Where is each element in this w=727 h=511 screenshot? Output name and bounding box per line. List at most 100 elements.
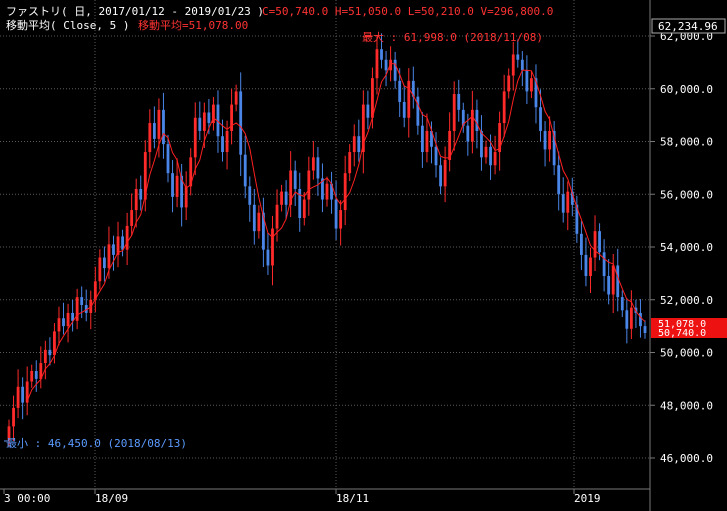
- candle-body: [243, 154, 247, 187]
- candle-body: [470, 109, 474, 142]
- candle-body: [175, 175, 179, 197]
- candle-body: [398, 80, 402, 102]
- candle-body: [166, 144, 170, 174]
- candle-body: [139, 188, 143, 200]
- candle-body: [93, 281, 97, 300]
- candle-body: [121, 236, 124, 250]
- candle-body: [66, 312, 70, 327]
- candle-body: [411, 80, 415, 97]
- candle-body: [230, 104, 234, 131]
- candle-body: [293, 170, 297, 189]
- candle-body: [484, 146, 488, 158]
- candle-body: [607, 276, 611, 295]
- candle-body: [152, 123, 156, 139]
- y-tick-label: 60,000.0: [660, 83, 713, 96]
- candle-body: [189, 157, 193, 187]
- candle-body: [193, 117, 197, 158]
- candle-body: [348, 152, 352, 174]
- max-annotation: 最大 : 61,998.0 (2018/11/08): [362, 30, 543, 44]
- candle-body: [629, 307, 633, 329]
- candle-body: [352, 136, 356, 153]
- ma-legend-value: 移動平均=51,078.00: [138, 18, 248, 32]
- ohlc-readout: C=50,740.0 H=51,050.0 L=50,210.0 V=296,8…: [262, 5, 553, 18]
- candle-body: [307, 170, 311, 200]
- candle-body: [339, 210, 343, 229]
- candle-body: [552, 130, 556, 166]
- candle-body: [602, 252, 606, 277]
- candle-body: [48, 349, 52, 356]
- candle-body: [502, 91, 506, 124]
- candle-body: [625, 310, 629, 329]
- candle-body: [416, 96, 420, 126]
- candle-body: [284, 191, 288, 205]
- candle-body: [325, 183, 329, 200]
- candle-body: [430, 130, 433, 147]
- candle-body: [311, 157, 315, 171]
- y-tick-label: 56,000.0: [660, 188, 713, 201]
- candle-body: [493, 152, 497, 166]
- y-tick-label: 54,000.0: [660, 241, 713, 254]
- candle-body: [525, 70, 529, 92]
- candle-body: [102, 257, 106, 269]
- candle-body: [543, 130, 547, 150]
- candle-body: [598, 231, 601, 253]
- y-tick-label: 58,000.0: [660, 136, 713, 149]
- candle-body: [393, 59, 397, 81]
- candle-body: [334, 199, 338, 229]
- candle-body: [557, 165, 561, 195]
- x-tick-label: 2019: [574, 492, 601, 505]
- candle-body: [202, 112, 206, 131]
- candle-body: [62, 318, 65, 327]
- candle-body: [380, 49, 383, 60]
- candle-body: [566, 191, 570, 213]
- price-boxes: 62,234.96 51,078.050,740.0: [651, 18, 727, 339]
- x-axis: 3 00:00 18/09 18/11 2019: [0, 488, 650, 505]
- candle-body: [80, 297, 84, 306]
- candle-body: [539, 107, 542, 131]
- x-tick-label: 3 00:00: [4, 492, 50, 505]
- candle-body: [198, 117, 202, 131]
- candle-body: [43, 349, 47, 364]
- candle-body: [366, 104, 370, 118]
- candle-body: [280, 191, 283, 205]
- y-axis: 62,000.060,000.058,000.056,000.054,000.0…: [649, 0, 713, 511]
- candle-body: [321, 178, 324, 200]
- ma-price-label: 51,078.0: [658, 319, 706, 330]
- candle-body: [130, 210, 134, 226]
- candle-body: [75, 297, 79, 321]
- candle-body: [289, 170, 293, 205]
- candle-body: [384, 59, 388, 71]
- candle-body: [316, 157, 320, 179]
- candle-body: [180, 175, 184, 208]
- candle-body: [252, 204, 256, 232]
- candle-body: [212, 104, 215, 124]
- candle-body: [643, 326, 647, 333]
- candle-body: [475, 109, 479, 131]
- top-price-label: 62,234.96: [658, 20, 718, 33]
- candle-body: [570, 191, 574, 205]
- candle-body: [25, 381, 29, 403]
- candle-body: [520, 59, 524, 71]
- x-tick-label: 18/09: [95, 492, 128, 505]
- candle-body: [407, 80, 411, 118]
- candle-body: [579, 233, 583, 255]
- candle-body: [30, 370, 34, 382]
- candle-body: [357, 136, 361, 153]
- candle-body: [302, 199, 306, 218]
- candle-body: [330, 183, 333, 200]
- moving-average-line: [26, 62, 646, 402]
- candle-body: [184, 186, 188, 208]
- candle-body: [420, 125, 424, 153]
- candle-body: [507, 75, 511, 92]
- min-annotation: 最小 : 46,450.0 (2018/08/13): [6, 437, 187, 450]
- candle-body: [271, 228, 274, 266]
- candle-body: [7, 426, 11, 440]
- candle-body: [443, 159, 447, 187]
- candle-body: [234, 91, 238, 105]
- candle-body: [452, 94, 456, 131]
- chart-title: ファストリ( 日, 2017/01/12 - 2019/01/23 ): [6, 5, 264, 18]
- candle-body: [171, 173, 174, 197]
- candle-body: [589, 257, 592, 277]
- candle-body: [248, 186, 252, 205]
